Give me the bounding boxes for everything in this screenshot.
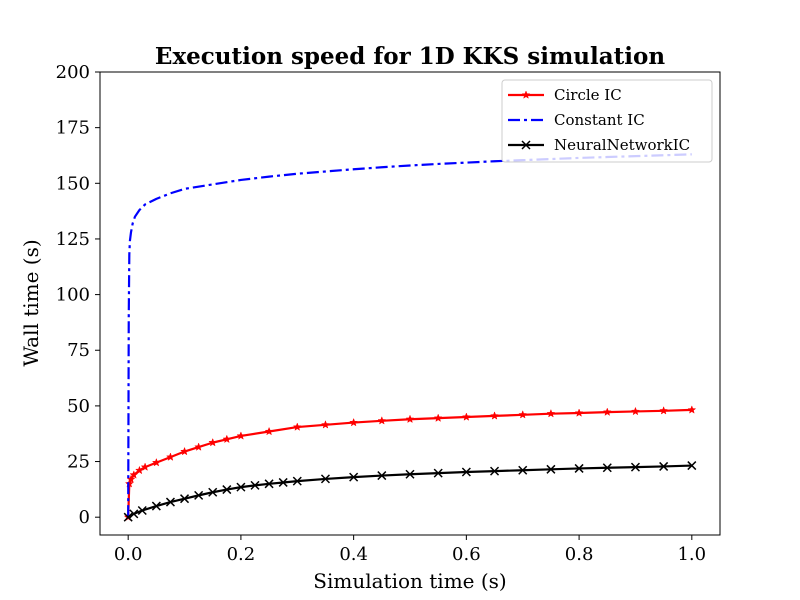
series-line-constant-ic [127,153,692,518]
x-tick-label: 1.0 [677,544,706,565]
data-point-neuralnetworkic [433,468,443,478]
data-point-circle-ic [292,422,302,431]
data-point-neuralnetworkic [377,471,387,481]
y-tick-label: 50 [67,396,90,417]
y-axis-label: Wall time (s) [19,239,43,366]
data-point-neuralnetworkic [180,494,190,504]
y-tick-label: 25 [67,452,90,473]
series-line-circle-ic [127,408,692,518]
legend: Circle IC Constant IC NeuralNetworkIC [501,79,713,163]
y-tick-label: 175 [56,118,90,139]
data-point-circle-ic [134,465,144,475]
data-point-neuralnetworkic [222,485,232,495]
data-point-circle-ic [602,407,612,416]
data-point-neuralnetworkic [630,462,640,472]
data-point-circle-ic [461,412,471,421]
data-point-neuralnetworkic [602,463,612,473]
data-point-neuralnetworkic [518,465,528,475]
data-point-circle-ic [546,408,556,418]
x-tick-label: 0.2 [227,544,256,565]
data-point-neuralnetworkic [687,461,697,471]
data-point-neuralnetworkic [461,467,471,477]
legend-label-circle-ic: Circle IC [554,86,622,104]
data-point-circle-ic [165,452,175,461]
data-point-circle-ic [194,442,204,451]
data-point-circle-ic [659,406,669,415]
data-point-neuralnetworkic [320,474,330,484]
legend-marker-circle-ic [521,90,531,99]
data-point-neuralnetworkic [546,464,556,474]
x-axis-label: Simulation time (s) [313,569,506,593]
data-point-neuralnetworkic [264,479,274,489]
data-point-circle-ic [208,437,218,447]
y-tick-label: 200 [56,62,90,83]
data-point-circle-ic [574,408,584,417]
series-layer [123,153,697,522]
y-axis: 0 25 50 75 100 125 150 175 200 [56,62,100,528]
y-tick-label: 150 [56,173,90,194]
data-point-neuralnetworkic [129,509,139,519]
data-point-circle-ic [377,416,387,425]
x-tick-label: 0.4 [339,544,368,565]
plot-frame [99,71,721,536]
y-tick-label: 75 [67,340,90,361]
y-tick-label: 0 [79,507,90,528]
data-point-circle-ic [236,431,246,440]
data-point-neuralnetworkic [278,477,288,487]
series-constant-ic [127,153,692,518]
data-point-neuralnetworkic [194,490,204,500]
y-tick-label: 100 [56,285,90,306]
legend-label-constant-ic: Constant IC [554,111,645,129]
legend-marker-neuralnetworkic [521,140,531,150]
legend-box [501,79,713,163]
data-point-neuralnetworkic [137,505,147,516]
data-point-neuralnetworkic [250,480,260,490]
data-point-neuralnetworkic [123,512,133,522]
data-point-neuralnetworkic [490,466,500,476]
data-point-neuralnetworkic [574,463,584,473]
x-tick-label: 0.0 [114,544,143,565]
data-point-circle-ic [180,446,190,456]
data-point-circle-ic [320,420,330,429]
y-tick-label: 125 [56,229,90,250]
series-line-neuralnetworkic [127,464,692,519]
chart-title: Execution speed for 1D KKS simulation [155,43,665,70]
data-point-neuralnetworkic [405,469,415,479]
data-point-circle-ic [490,411,500,420]
x-tick-label: 0.6 [452,544,481,565]
data-point-neuralnetworkic [349,472,359,482]
data-point-circle-ic [518,410,528,419]
data-point-circle-ic [151,457,161,467]
series-neuralnetworkic [123,461,697,522]
x-axis: 0.0 0.2 0.4 0.6 0.8 1.0 [114,535,706,565]
data-point-neuralnetworkic [208,487,218,497]
x-tick-label: 0.8 [565,544,594,565]
data-point-neuralnetworkic [659,461,669,471]
data-point-neuralnetworkic [236,482,246,492]
data-point-circle-ic [405,414,415,424]
data-point-circle-ic [630,406,640,416]
data-point-circle-ic [222,434,232,444]
data-point-neuralnetworkic [151,501,161,511]
data-point-circle-ic [433,413,443,422]
legend-label-neuralnetworkic: NeuralNetworkIC [554,136,690,154]
data-point-circle-ic [687,405,697,414]
data-point-circle-ic [140,462,150,471]
data-point-circle-ic [129,470,139,479]
data-point-circle-ic [349,417,359,427]
data-point-circle-ic [264,426,274,436]
data-point-neuralnetworkic [165,497,175,507]
series-circle-ic [123,405,697,522]
data-point-neuralnetworkic [292,476,302,486]
